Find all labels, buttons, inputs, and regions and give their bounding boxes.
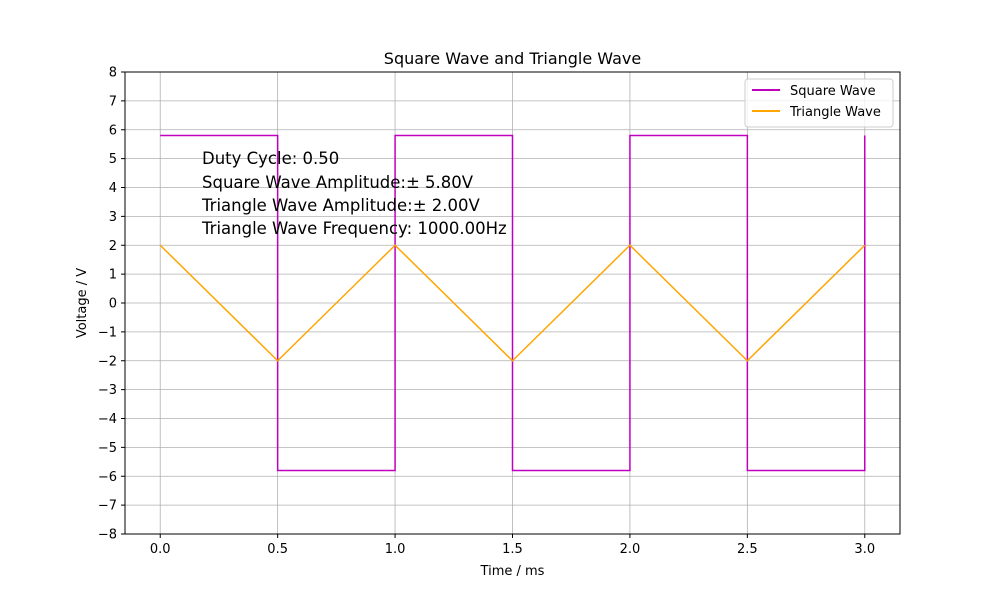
x-tick-label: 1.0 <box>385 542 406 557</box>
y-tick-label: −5 <box>98 441 117 456</box>
x-tick-label: 0.0 <box>150 542 171 557</box>
x-tick-label: 3.0 <box>854 542 875 557</box>
x-tick-label: 0.5 <box>267 542 288 557</box>
legend-box <box>744 78 894 128</box>
annotation-triangle-frequency: Triangle Wave Frequency: 1000.00Hz <box>201 219 507 238</box>
y-tick-label: 3 <box>109 210 117 225</box>
legend-label-triangle-wave: Triangle Wave <box>789 105 881 120</box>
legend: Square Wave Triangle Wave <box>744 78 894 128</box>
y-tick-label: 8 <box>109 66 117 81</box>
series-layer <box>159 134 866 472</box>
y-tick-label: 5 <box>109 152 117 167</box>
y-tick-label: 0 <box>109 297 117 312</box>
chart-title: Square Wave and Triangle Wave <box>384 49 641 68</box>
y-tick-label: 2 <box>109 239 117 254</box>
series-line-square-wave <box>160 134 866 472</box>
y-tick-label: 7 <box>109 94 117 109</box>
annotation-triangle-amplitude: Triangle Wave Amplitude:± 2.00V <box>201 196 480 215</box>
y-tick-label: −8 <box>98 528 117 543</box>
y-tick-label: −3 <box>98 383 117 398</box>
x-tick-label: 2.5 <box>737 542 758 557</box>
y-tick-label: 1 <box>109 268 117 283</box>
y-tick-label: −2 <box>98 354 117 369</box>
series-line-triangle-wave <box>159 244 866 362</box>
annotation-square-amplitude: Square Wave Amplitude:± 5.80V <box>202 173 474 192</box>
y-tick-label: −7 <box>98 499 117 514</box>
tick-layer: 0.0 0.5 1.0 1.5 2.0 2.5 3.0 −8 −7 −6 −5 −4 −3 −2 −1 0 1 2… <box>98 66 875 558</box>
y-tick-label: −1 <box>98 325 117 340</box>
y-tick-label: 4 <box>109 181 117 196</box>
legend-label-square-wave: Square Wave <box>790 84 876 99</box>
x-axis-label: Time / ms <box>480 564 545 579</box>
x-tick-label: 1.5 <box>502 542 523 557</box>
y-tick-label: 6 <box>109 123 117 138</box>
y-tick-label: −6 <box>98 470 117 485</box>
x-tick-label: 2.0 <box>620 542 641 557</box>
y-axis-label: Voltage / V <box>75 268 90 338</box>
y-tick-label: −4 <box>98 412 117 427</box>
annotation-duty-cycle: Duty Cycle: 0.50 <box>202 149 339 168</box>
annotation-block: Duty Cycle: 0.50 Square Wave Amplitude:±… <box>201 149 507 238</box>
